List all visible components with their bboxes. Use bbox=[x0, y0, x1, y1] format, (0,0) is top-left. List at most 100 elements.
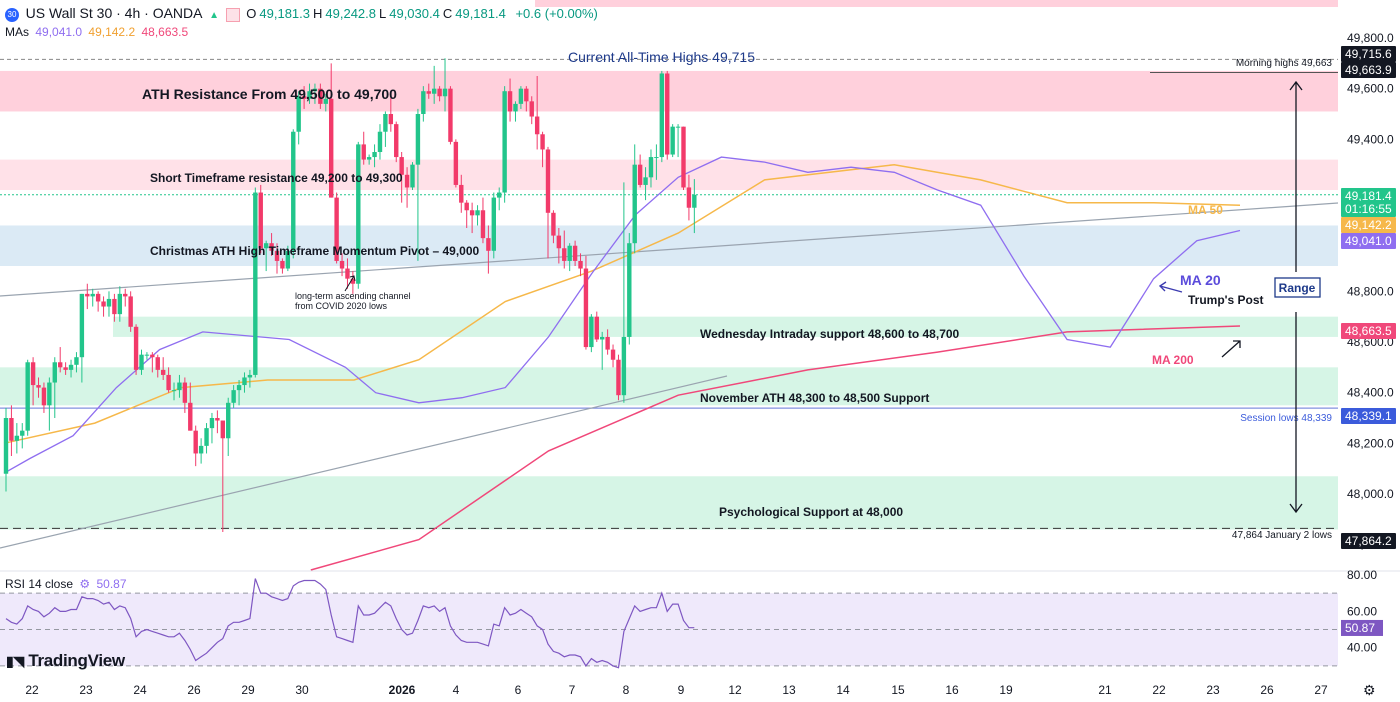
candle-body bbox=[36, 385, 41, 388]
candle-body bbox=[480, 210, 486, 239]
candle-body bbox=[469, 210, 475, 216]
rsi-tick-label: 60.00 bbox=[1347, 604, 1377, 618]
candle-body bbox=[583, 268, 589, 348]
candle-body bbox=[334, 197, 339, 261]
candle-body bbox=[41, 387, 47, 406]
candle-body bbox=[605, 336, 610, 350]
jan2-lows-label: 47,864 January 2 lows bbox=[1232, 530, 1332, 541]
candle-body bbox=[415, 114, 421, 165]
ohlc-value: 49,242.8 bbox=[325, 6, 376, 21]
candle-body bbox=[670, 126, 675, 155]
time-tick-label: 29 bbox=[241, 683, 255, 697]
candle-body bbox=[545, 149, 551, 213]
candle-body bbox=[621, 336, 627, 396]
price-tick-label: 48,800.0 bbox=[1347, 284, 1394, 298]
candle-body bbox=[231, 390, 236, 403]
candle-body bbox=[193, 430, 198, 454]
candle-body bbox=[133, 326, 139, 370]
candle-body bbox=[578, 260, 583, 269]
zone-label: Christmas ATH High Timeframe Momentum Pi… bbox=[150, 244, 480, 258]
candle-body bbox=[318, 88, 323, 104]
candle-body bbox=[242, 377, 247, 386]
candle-body bbox=[377, 131, 383, 152]
price-tag-label: 49,715.6 bbox=[1345, 47, 1392, 61]
zone-label: Psychological Support at 48,000 bbox=[719, 505, 903, 519]
candle-body bbox=[442, 88, 448, 97]
candle-body bbox=[475, 210, 480, 216]
price-tag bbox=[1341, 217, 1396, 233]
price-tag bbox=[1341, 201, 1396, 217]
time-tick-label: 27 bbox=[1314, 683, 1328, 697]
candle-body bbox=[106, 298, 112, 307]
trumps-post-label: Trump's Post bbox=[1188, 293, 1264, 307]
zone-band bbox=[113, 316, 1338, 337]
time-tick-label: 22 bbox=[1152, 683, 1166, 697]
candle-body bbox=[513, 103, 518, 112]
price-tag bbox=[1341, 233, 1396, 249]
rsi-legend: RSI 14 close ⚙ 50.87 bbox=[5, 577, 130, 591]
symbol-title[interactable]: US Wall St 30 · 4h · OANDA bbox=[25, 5, 203, 21]
candle-body bbox=[665, 73, 670, 155]
price-tick-label: 48,000.0 bbox=[1347, 487, 1394, 501]
candle-body bbox=[534, 116, 540, 135]
price-tag bbox=[1341, 408, 1396, 424]
candle-body bbox=[616, 359, 621, 396]
candle-body bbox=[437, 88, 442, 97]
candle-body bbox=[556, 235, 562, 249]
candle-body bbox=[383, 114, 388, 132]
time-tick-label: 8 bbox=[623, 683, 630, 697]
candle-body bbox=[627, 243, 632, 337]
candle-body bbox=[654, 157, 659, 159]
price-tag-label: 48,339.1 bbox=[1345, 409, 1392, 423]
price-tag bbox=[1341, 323, 1396, 339]
zone-band bbox=[0, 225, 1338, 266]
candle-body bbox=[263, 243, 269, 249]
candle-body bbox=[399, 157, 404, 175]
up-arrow-icon: ▲ bbox=[209, 10, 220, 21]
ohlc-key: C bbox=[442, 6, 453, 21]
ma50-label: MA 50 bbox=[1188, 203, 1223, 217]
candle-body bbox=[464, 202, 469, 211]
candle-body bbox=[177, 382, 182, 391]
price-tick-label: 48,200.0 bbox=[1347, 436, 1394, 450]
time-tick-label: 12 bbox=[728, 683, 742, 697]
ma20-value: 49,041.0 bbox=[35, 25, 83, 39]
candle-body bbox=[220, 420, 225, 439]
candle-body bbox=[182, 382, 188, 403]
settings-icon[interactable]: ⚙ bbox=[79, 577, 91, 591]
candle-body bbox=[356, 144, 361, 284]
rsi-value-tag bbox=[1341, 619, 1383, 636]
mas-legend: MAs 49,041.0 49,142.2 48,663.5 bbox=[5, 25, 191, 39]
candle-body bbox=[3, 418, 9, 474]
candle-body bbox=[323, 98, 328, 104]
tradingview-logo: ▮◥ TradingView bbox=[6, 651, 125, 671]
candle-body bbox=[68, 364, 74, 370]
candle-body bbox=[486, 238, 491, 251]
brand-text: TradingView bbox=[28, 651, 125, 670]
candle-body bbox=[394, 124, 399, 158]
flag-icon[interactable] bbox=[225, 7, 240, 22]
candle-body bbox=[524, 88, 529, 102]
candle-body bbox=[502, 91, 507, 193]
range-up-arrow-icon bbox=[1289, 80, 1303, 272]
change-value: +0.6 (+0.00%) bbox=[515, 6, 598, 21]
candle-body bbox=[388, 114, 394, 125]
channel-note: long-term ascending channel bbox=[295, 291, 411, 301]
ohlc-key: O bbox=[246, 6, 257, 21]
candle-body bbox=[150, 354, 155, 358]
candle-body bbox=[529, 101, 534, 117]
candle-body bbox=[361, 144, 366, 160]
time-tick-label: 4 bbox=[453, 683, 460, 697]
candle-body bbox=[171, 390, 177, 392]
candle-body bbox=[643, 177, 648, 185]
time-tick-label: 13 bbox=[782, 683, 796, 697]
candle-body bbox=[410, 164, 415, 188]
candle-body bbox=[47, 382, 52, 406]
time-tick-label: 26 bbox=[1260, 683, 1274, 697]
gear-icon[interactable]: ⚙ bbox=[1363, 682, 1376, 698]
candle-body bbox=[426, 91, 431, 94]
time-tick-label: 26 bbox=[187, 683, 201, 697]
candle-body bbox=[285, 250, 291, 269]
candle-body bbox=[589, 316, 594, 348]
